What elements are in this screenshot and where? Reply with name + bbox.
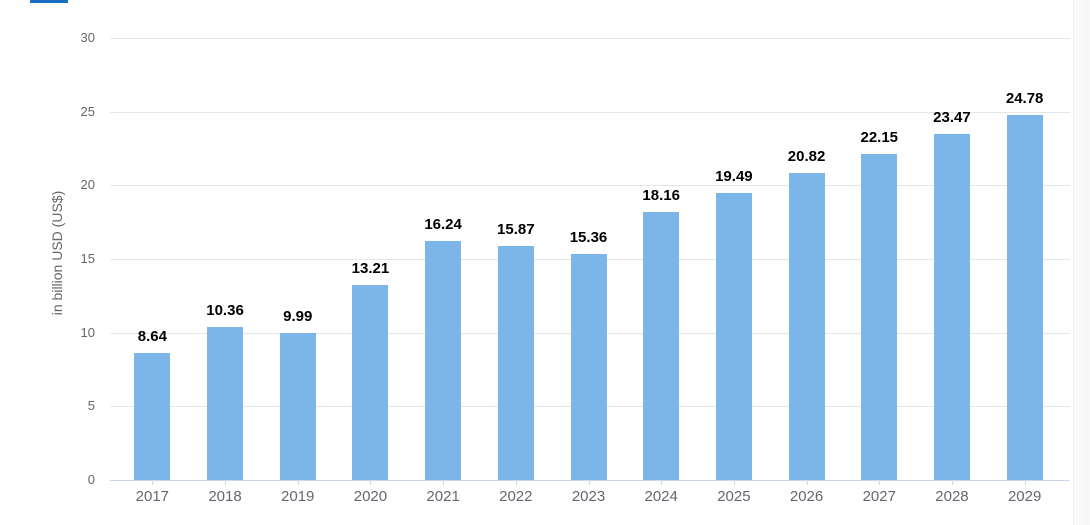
bar-2026[interactable] bbox=[788, 173, 825, 480]
x-tick-mark bbox=[661, 480, 663, 485]
bar-2029[interactable] bbox=[1006, 114, 1043, 480]
x-tick-label-2019: 2019 bbox=[281, 488, 315, 505]
x-tick-mark bbox=[443, 480, 445, 485]
value-label-2025: 19.49 bbox=[715, 167, 753, 185]
x-tick-label-2018: 2018 bbox=[208, 488, 242, 505]
y-tick-label: 30 bbox=[80, 30, 95, 45]
x-tick-label-2024: 2024 bbox=[644, 488, 678, 505]
gridline-y-30 bbox=[110, 38, 1070, 39]
x-tick-mark bbox=[370, 480, 372, 485]
bar-2018[interactable] bbox=[207, 327, 244, 480]
x-tick-mark bbox=[733, 480, 735, 485]
x-tick-label-2026: 2026 bbox=[789, 488, 824, 505]
x-tick-label-2017: 2017 bbox=[135, 488, 170, 505]
active-tab-indicator bbox=[30, 0, 68, 3]
x-tick-mark bbox=[225, 480, 227, 485]
y-tick-label: 0 bbox=[87, 472, 95, 487]
x-axis-line bbox=[110, 480, 1070, 481]
bar-2020[interactable] bbox=[352, 285, 389, 480]
value-label-2019: 9.99 bbox=[283, 307, 313, 325]
x-tick-label-2028: 2028 bbox=[935, 488, 969, 505]
value-label-2028: 23.47 bbox=[933, 109, 971, 127]
value-label-2027: 22.15 bbox=[860, 128, 899, 146]
value-label-2017: 8.64 bbox=[137, 327, 167, 345]
value-label-2023: 15.36 bbox=[569, 228, 608, 246]
bar-2019[interactable] bbox=[279, 332, 316, 480]
y-tick-label: 15 bbox=[80, 251, 95, 266]
gridline-y-25 bbox=[110, 111, 1070, 113]
y-tick-label: 25 bbox=[80, 103, 95, 119]
x-tick-label-2020: 2020 bbox=[353, 488, 388, 505]
value-label-2020: 13.21 bbox=[351, 260, 390, 278]
x-tick-mark bbox=[152, 480, 154, 485]
value-label-2021: 16.24 bbox=[424, 215, 462, 233]
bar-2024[interactable] bbox=[643, 212, 680, 480]
y-tick-label: 10 bbox=[80, 324, 95, 340]
x-tick-mark bbox=[515, 480, 517, 485]
x-tick-label-2023: 2023 bbox=[571, 488, 606, 505]
y-tick-label: 20 bbox=[80, 177, 95, 193]
x-tick-mark bbox=[1024, 480, 1026, 485]
x-tick-label-2029: 2029 bbox=[1007, 488, 1042, 505]
plot-area: 8.64 10.36 9.99 13.21 16.24 15.87 15.36 18.16 19… bbox=[110, 38, 1070, 481]
bar-2027[interactable] bbox=[861, 153, 898, 480]
bar-2025[interactable] bbox=[715, 192, 752, 480]
x-tick-mark bbox=[806, 480, 808, 485]
page-edge bbox=[1073, 0, 1090, 525]
x-tick-label-2025: 2025 bbox=[717, 488, 751, 505]
x-tick-label-2027: 2027 bbox=[862, 488, 896, 505]
bar-2023[interactable] bbox=[570, 253, 607, 480]
value-label-2018: 10.36 bbox=[206, 302, 244, 320]
value-label-2022: 15.87 bbox=[497, 221, 535, 239]
bar-2021[interactable] bbox=[425, 240, 462, 480]
x-tick-mark bbox=[879, 480, 881, 485]
value-label-2024: 18.16 bbox=[642, 187, 680, 205]
gridline-y-20 bbox=[110, 185, 1070, 187]
value-label-2026: 20.82 bbox=[787, 148, 826, 166]
x-tick-label-2022: 2022 bbox=[499, 488, 533, 505]
bar-2017[interactable] bbox=[134, 352, 171, 480]
x-tick-mark bbox=[588, 480, 590, 485]
bar-2022[interactable] bbox=[497, 246, 534, 480]
bar-2028[interactable] bbox=[933, 134, 970, 480]
y-tick-label: 5 bbox=[87, 398, 95, 414]
x-tick-mark bbox=[951, 480, 953, 485]
value-label-2029: 24.78 bbox=[1005, 89, 1044, 107]
x-tick-label-2021: 2021 bbox=[426, 488, 460, 505]
x-tick-mark bbox=[297, 480, 299, 485]
